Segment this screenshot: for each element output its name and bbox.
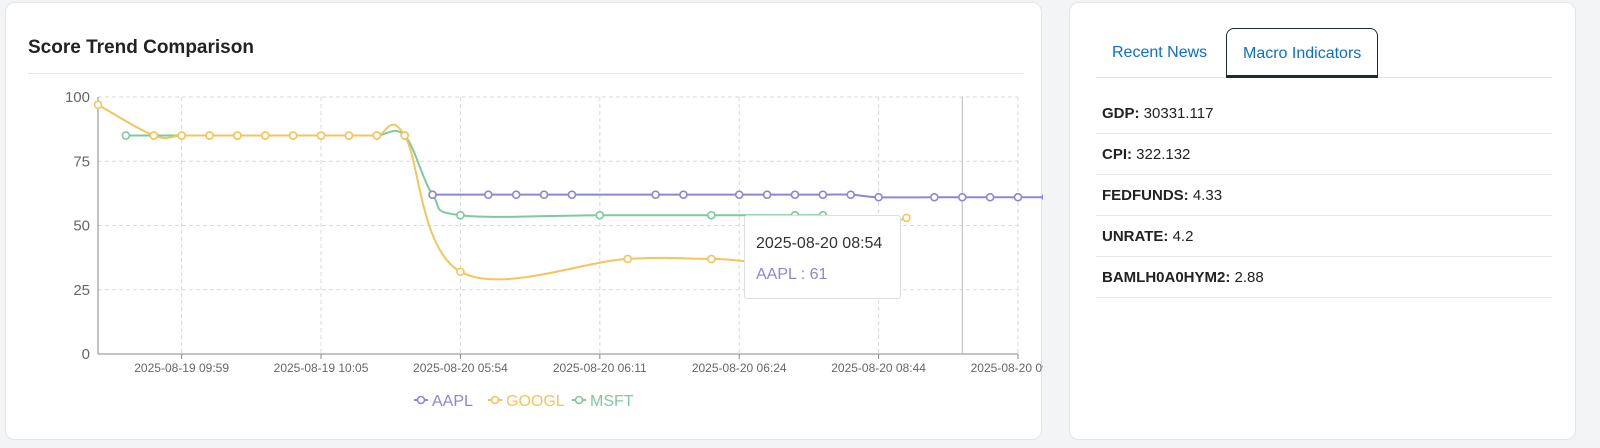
legend-marker-msft [574, 395, 584, 405]
data-point-googl [623, 254, 632, 264]
data-point-aapl [818, 190, 828, 199]
indicator-row-gdp: GDP: 30331.117 [1096, 93, 1552, 134]
data-point-aapl [957, 192, 967, 202]
data-point-googl [400, 131, 409, 140]
legend-label-aapl: AAPL [432, 393, 473, 410]
data-point-googl [456, 267, 465, 277]
x-tick-label: 2025-08-20 05:54 [413, 361, 508, 375]
x-tick-label: 2025-08-20 09:25 [971, 361, 1043, 375]
data-point-aapl [484, 190, 493, 199]
indicator-row-bamlh0a0hym2: BAMLH0A0HYM2: 2.88 [1096, 257, 1552, 298]
title-divider [28, 73, 1023, 74]
indicator-key: CPI: [1102, 146, 1132, 163]
data-point-aapl [651, 190, 660, 199]
score-trend-card: Score Trend Comparison 0 25 50 75 100 2025-08… [5, 2, 1043, 441]
y-tick-label: 0 [82, 346, 90, 363]
indicator-value: 4.2 [1172, 228, 1194, 245]
indicator-row-fedfunds: FEDFUNDS: 4.33 [1096, 175, 1552, 216]
x-tick-label: 2025-08-20 08:44 [831, 361, 926, 375]
data-point-googl [316, 131, 326, 140]
data-point-googl [288, 131, 298, 140]
data-point-aapl [428, 190, 437, 199]
legend-label-msft: MSFT [590, 393, 634, 410]
data-point-msft [456, 210, 465, 220]
indicator-row-unrate: UNRATE: 4.2 [1096, 216, 1552, 257]
indicator-value: 322.132 [1136, 146, 1191, 163]
data-point-aapl [930, 192, 939, 202]
indicator-value: 30331.117 [1143, 105, 1214, 122]
data-point-aapl [1041, 194, 1043, 201]
tooltip-date: 2025-08-20 08:54 [756, 235, 883, 252]
data-point-msft [121, 131, 131, 140]
data-point-aapl [762, 190, 772, 199]
data-point-aapl [567, 190, 577, 199]
y-tick-label: 25 [73, 282, 90, 299]
series-line-msft [125, 129, 823, 218]
tab-recent-news[interactable]: Recent News [1112, 44, 1208, 61]
indicator-key: GDP: [1102, 105, 1140, 122]
data-point-aapl [985, 192, 995, 202]
indicator-value: 2.88 [1234, 269, 1264, 286]
data-point-googl [260, 131, 270, 140]
data-point-aapl [539, 190, 549, 199]
indicator-value: 4.33 [1192, 187, 1223, 204]
x-tick-label: 2025-08-20 06:11 [553, 361, 647, 375]
y-tick-label: 100 [65, 89, 90, 106]
legend-marker-googl [490, 395, 500, 405]
data-point-aapl [679, 190, 688, 199]
indicator-key: FEDFUNDS: [1102, 187, 1189, 204]
chart-title: Score Trend Comparison [28, 37, 254, 58]
legend-label-googl: GOOGL [506, 393, 565, 410]
data-point-msft [707, 210, 716, 220]
data-point-googl [372, 131, 382, 140]
data-point-aapl [874, 192, 883, 202]
data-point-aapl [1013, 192, 1023, 202]
data-point-googl [902, 213, 911, 223]
data-point-googl [344, 131, 354, 140]
data-point-googl [93, 100, 103, 110]
data-point-aapl [511, 190, 521, 199]
data-point-aapl [734, 190, 744, 199]
legend-marker-aapl [416, 395, 426, 405]
x-tick-label: 2025-08-19 10:05 [274, 361, 369, 375]
data-point-aapl [846, 190, 856, 199]
x-tick-label: 2025-08-19 09:59 [134, 361, 229, 375]
indicator-key: UNRATE: [1102, 228, 1169, 245]
data-point-googl [233, 131, 242, 140]
data-point-googl [205, 131, 214, 140]
indicator-key: BAMLH0A0HYM2: [1102, 269, 1231, 286]
data-point-googl [149, 131, 159, 140]
macro-panel: Recent News Macro Indicators GDP: 30331.… [1069, 2, 1576, 440]
y-tick-label: 75 [73, 153, 90, 170]
data-point-googl [707, 254, 716, 264]
chart-tooltip: 2025-08-20 08:54 AAPL : 61 [744, 215, 901, 299]
score-trend-chart[interactable]: 0 25 50 75 100 2025-08-19 09:59 2025-08-19 10:… [6, 3, 1043, 441]
data-point-aapl [790, 190, 800, 199]
x-tick-label: 2025-08-20 06:24 [692, 361, 787, 375]
tooltip-value: AAPL : 61 [756, 266, 828, 283]
panel-tabs: Recent News Macro Indicators [1096, 28, 1552, 78]
indicator-row-cpi: CPI: 322.132 [1096, 134, 1552, 175]
data-point-googl [177, 131, 186, 140]
y-tick-label: 50 [73, 218, 90, 235]
data-point-msft [595, 210, 605, 220]
tab-macro-indicators[interactable]: Macro Indicators [1226, 28, 1379, 78]
